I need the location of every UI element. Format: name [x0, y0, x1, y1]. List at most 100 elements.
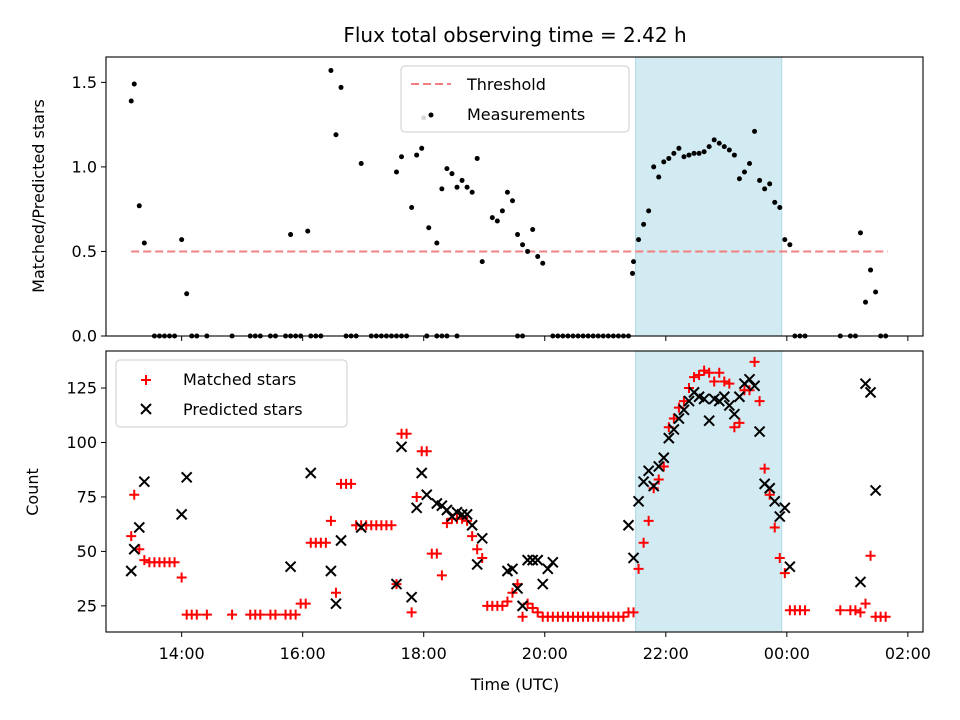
matched-star-point: [628, 607, 639, 618]
measurement-point: [419, 145, 425, 151]
measurement-point: [499, 208, 505, 214]
predicted-star-point: [284, 560, 297, 573]
measurement-point: [636, 237, 642, 243]
measurement-point: [333, 132, 339, 138]
bot-shaded-span: [635, 350, 783, 633]
predicted-star-point: [733, 391, 746, 403]
matched-star-point: [527, 603, 538, 614]
matched-star-point: [431, 548, 442, 559]
x-tick-label: 18:00: [401, 644, 447, 663]
measurement-point: [515, 232, 521, 238]
bottom-legend: Matched stars Predicted stars: [115, 359, 348, 428]
matched-star-point: [729, 422, 740, 433]
measurement-point: [525, 248, 531, 254]
predicted-star-point: [763, 482, 776, 494]
top-y-tick-label: 1.5: [72, 73, 97, 92]
measurement-point: [630, 270, 636, 276]
matched-star-point: [300, 598, 311, 609]
measurement-point: [731, 152, 737, 158]
matched-star-point: [421, 446, 432, 457]
predicted-star-point: [476, 532, 488, 545]
measurement-point: [741, 169, 747, 175]
x-tick-label: 16:00: [280, 644, 326, 663]
matched-star-point: [779, 568, 790, 579]
bot-y-tick-label: 50: [77, 542, 97, 561]
matched-star-point: [139, 555, 150, 566]
predicted-star-point: [305, 467, 317, 479]
matched-star-point: [126, 531, 137, 542]
top-legend: Threshold Measurements: [400, 65, 630, 133]
measurement-point: [530, 226, 536, 232]
predicted-star-point: [622, 519, 635, 531]
top-panel: 0.0 0.5 1.0 1.5 Matched/Predicted stars Thr…: [29, 56, 924, 346]
predicted-star-point: [668, 423, 680, 436]
matched-star-point: [860, 598, 871, 609]
measurement-point: [535, 254, 541, 260]
matched-star-point: [759, 463, 770, 474]
matched-star-point: [764, 489, 775, 500]
measurement-point: [646, 208, 652, 214]
predicted-star-point: [663, 432, 675, 444]
matched-star-point: [191, 609, 202, 620]
legend-measurement-label: Measurements: [467, 105, 585, 124]
measurement-point: [701, 149, 707, 155]
x-tick-label: 14:00: [159, 644, 205, 663]
predicted-star-point: [506, 563, 519, 575]
predicted-star-point: [632, 495, 645, 508]
matched-star-point: [467, 531, 478, 542]
predicted-star-point: [325, 565, 337, 577]
measurement-point: [641, 221, 647, 227]
measurement-point: [671, 150, 677, 156]
predicted-star-point: [698, 393, 710, 405]
predicted-star-point: [133, 521, 145, 534]
measurement-point: [857, 230, 863, 236]
matched-star-point: [653, 474, 664, 485]
matched-star-point: [386, 520, 397, 531]
matched-star-point: [618, 611, 629, 622]
measurement-point: [782, 237, 788, 243]
measurement-point: [469, 189, 475, 195]
predicted-star-point: [526, 554, 539, 566]
measurement-point: [459, 177, 465, 183]
predicted-star-point: [859, 377, 872, 390]
bot-y-tick-label: 25: [77, 596, 97, 615]
measurement-point: [509, 198, 515, 204]
measurement-point: [136, 203, 142, 209]
x-axis-label: Time (UTC): [470, 675, 559, 694]
predicted-star-point: [175, 508, 188, 521]
measurement-point: [328, 68, 334, 74]
measurement-point: [464, 184, 470, 190]
predicted-star-point: [542, 563, 554, 575]
x-tick-label: 20:00: [522, 644, 568, 663]
matched-star-point: [134, 544, 145, 555]
measurement-point: [504, 189, 510, 195]
x-tick-label: 22:00: [643, 644, 689, 663]
measurement-point: [691, 150, 697, 156]
matched-star-point: [270, 609, 281, 620]
predicted-star-point: [769, 495, 781, 508]
predicted-star-point: [125, 565, 137, 577]
top-legend-box: [400, 65, 630, 133]
matched-star-point: [330, 587, 341, 598]
measurement-point: [426, 225, 432, 231]
predicted-star-point: [728, 408, 741, 420]
matched-star-point: [255, 609, 266, 620]
predicted-star-point: [335, 534, 347, 547]
predicted-star-point: [642, 465, 655, 477]
measurement-point: [449, 171, 455, 177]
predicted-star-point: [753, 425, 766, 438]
measurement-point: [434, 240, 440, 246]
predicted-star-point: [531, 554, 544, 566]
matched-star-point: [749, 356, 760, 367]
predicted-star-point: [466, 519, 478, 531]
predicted-star-point: [647, 480, 660, 492]
measurement-point: [762, 186, 768, 192]
bottom-y-axis-label: Count: [23, 468, 42, 516]
predicted-star-point: [869, 484, 882, 497]
matched-star-point: [774, 552, 785, 563]
predicted-star-point: [748, 380, 761, 392]
measurement-point: [179, 237, 185, 243]
predicted-star-point: [784, 560, 796, 573]
measurement-point: [454, 184, 460, 190]
matched-star-point: [658, 461, 669, 472]
